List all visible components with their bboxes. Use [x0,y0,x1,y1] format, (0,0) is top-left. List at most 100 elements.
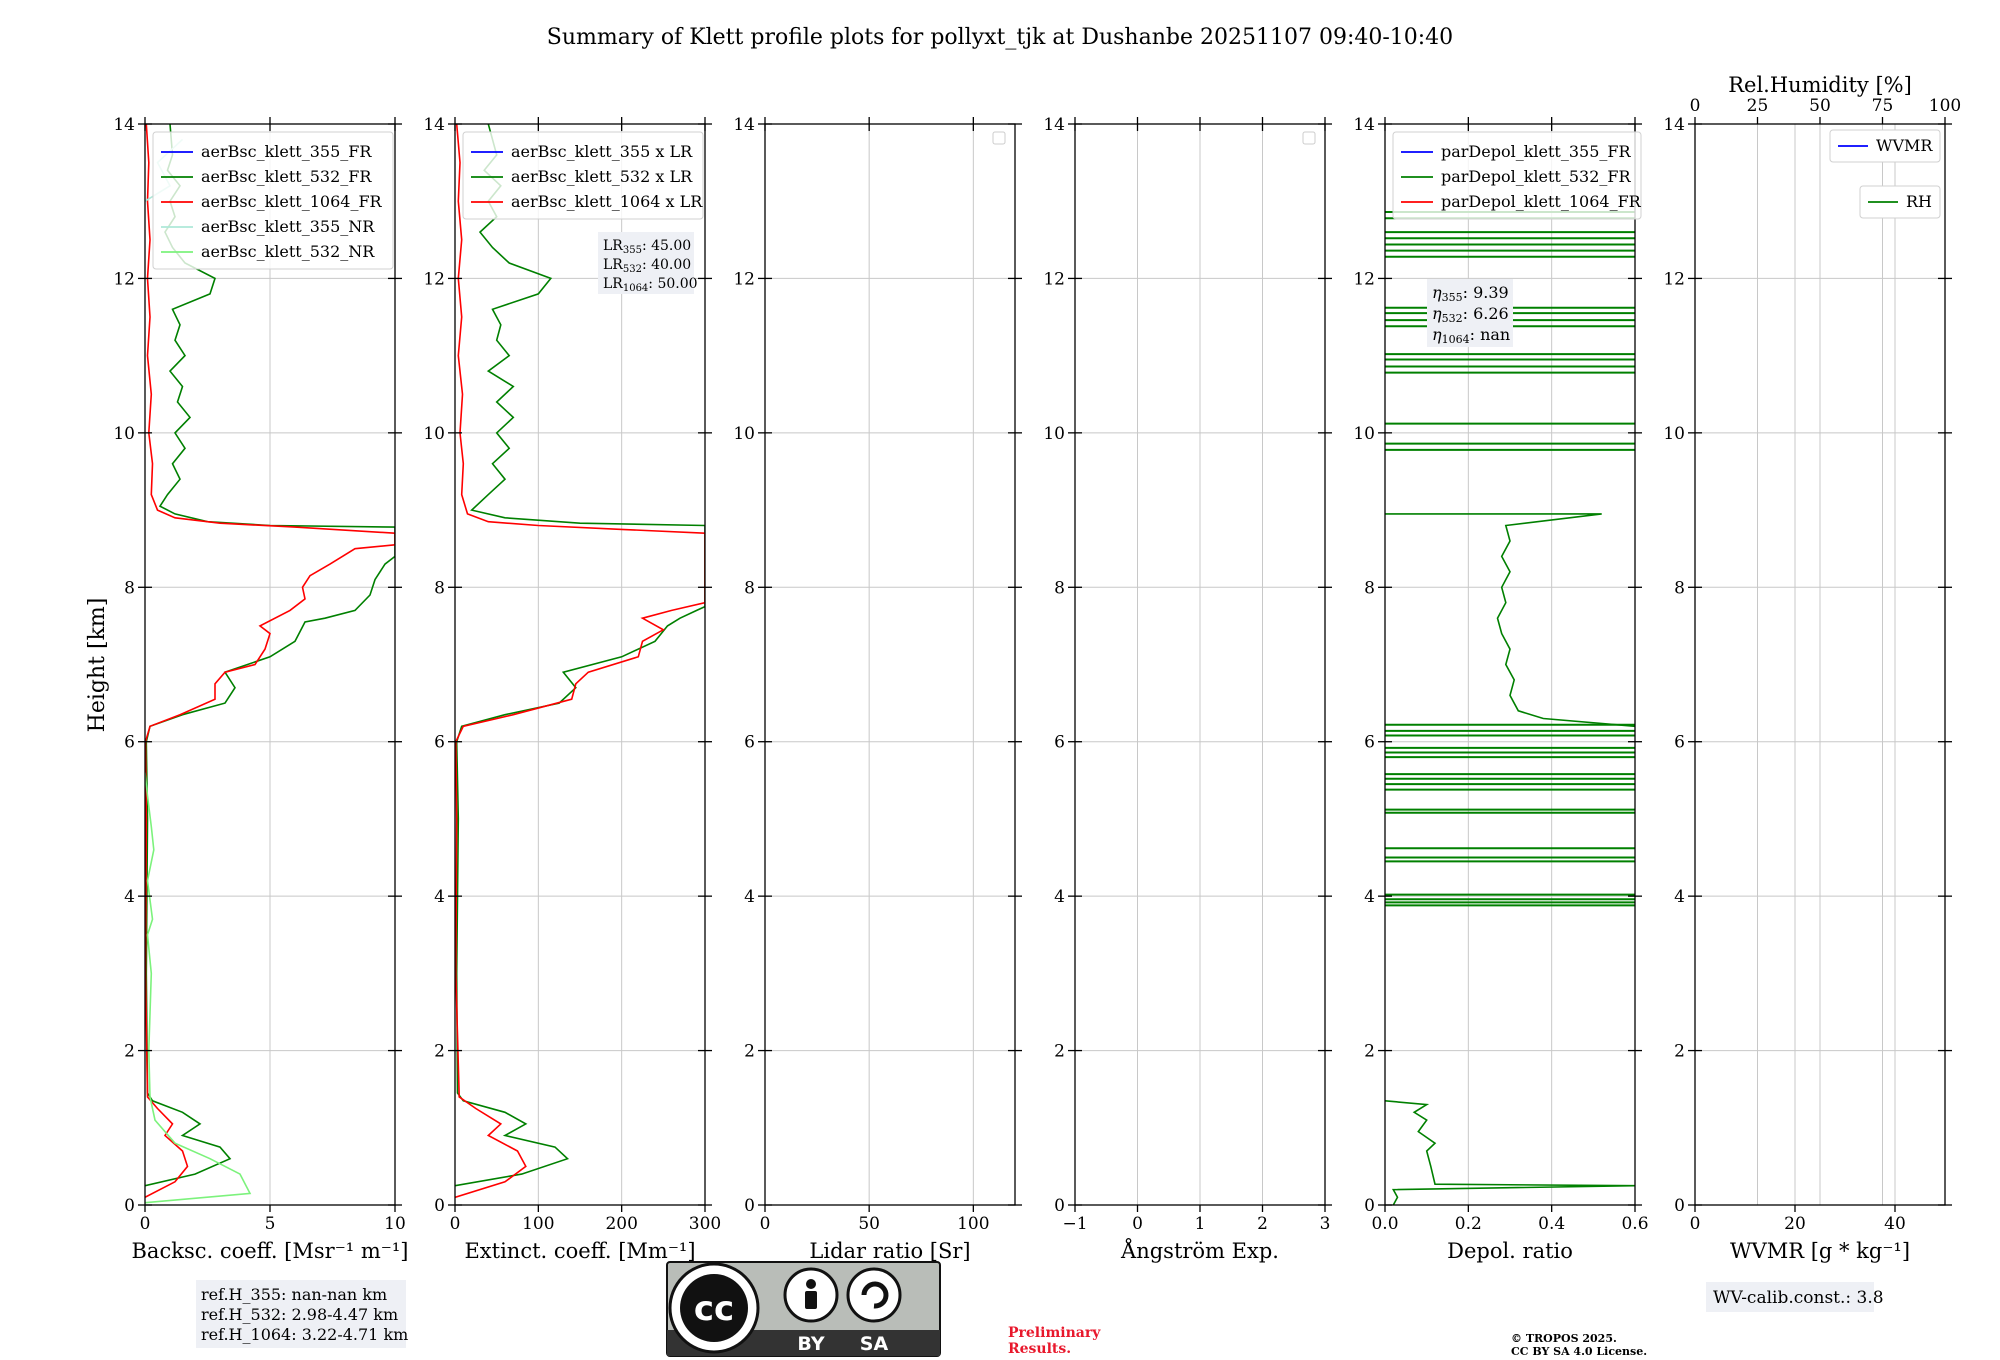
x-tick-label: 0.0 [1371,1214,1398,1234]
y-tick-label: 10 [423,424,445,444]
x-tick-label: 40 [1884,1214,1906,1234]
depolarization-panel: 0 2 4 6 8 10 12 14 0.0 0.2 0.4 0.6 Depol. ratio parDe… [1353,115,1648,1263]
series-line-pardepol-klett-532-fr [1385,1100,1635,1205]
y-tick-label: 12 [423,269,445,289]
y-tick-label: 4 [1054,887,1065,907]
sa-share-icon [846,1267,902,1323]
eta-box [1427,279,1513,347]
y-tick-label: 10 [733,424,755,444]
x-tick-label: 200 [605,1214,637,1234]
cc-badge-label: cc [694,1289,734,1329]
y-tick-label: 12 [1353,269,1375,289]
x-axis-label: Backsc. coeff. [Msr⁻¹ m⁻¹] [132,1239,409,1263]
y-tick-label: 8 [1674,578,1685,598]
legend-label: aerBsc_klett_1064_FR [201,192,383,211]
x-tick-label: 0 [1690,1214,1701,1234]
x-axis-label: Extinct. coeff. [Mm⁻¹] [464,1239,695,1263]
by-person-body-icon [805,1291,817,1309]
ref-h-532: ref.H_532: 2.98-4.47 km [201,1305,398,1324]
sa-label: SA [860,1333,889,1355]
y-tick-label: 10 [1043,424,1065,444]
series-line-pardepol-klett-532-fr-6-9-km- [1385,513,1635,728]
y-tick-label: 8 [744,578,755,598]
y-tick-label: 4 [1674,887,1685,907]
ref-h-355: ref.H_355: nan-nan km [201,1285,387,1304]
top-x-tick-label: 50 [1809,96,1831,116]
legend-label: parDepol_klett_1064_FR [1441,192,1642,211]
sa-arrow-icon [861,1281,889,1309]
figure-title: Summary of Klett profile plots for polly… [547,25,1453,50]
y-tick-label: 0 [434,1196,445,1216]
y-tick-label: 4 [124,887,135,907]
copyright-line-2: CC BY SA 4.0 License. [1511,1345,1647,1358]
x-tick-label: 1 [1195,1214,1206,1234]
legend-label: aerBsc_klett_532_NR [201,242,375,261]
y-tick-label: 2 [434,1042,445,1062]
x-tick-label: 0.4 [1538,1214,1565,1234]
lidar-ratio-value: LR1064: 50.00 [603,276,698,294]
y-tick-label: 4 [434,887,445,907]
y-tick-label: 10 [113,424,135,444]
by-label: BY [797,1333,824,1355]
by-person-head-icon [806,1279,816,1289]
y-tick-label: 12 [113,269,135,289]
legend-box [1829,129,1941,163]
legend-label: aerBsc_klett_1064 x LR [511,192,703,211]
y-tick-label: 0 [1674,1196,1685,1216]
y-tick-label: 4 [744,887,755,907]
x-axis-label: Depol. ratio [1447,1239,1573,1263]
y-tick-label: 8 [1364,578,1375,598]
empty-legend-box [992,131,1006,145]
y-tick-label: 6 [434,733,445,753]
wv-calib-text: WV-calib.const.: 3.8 [1713,1288,1884,1308]
x-tick-label: 10 [384,1214,406,1234]
eta-value: η1064: nan [1432,325,1510,346]
x-tick-label: 100 [957,1214,989,1234]
x-tick-label: 3 [1320,1214,1331,1234]
y-tick-label: 12 [1043,269,1065,289]
top-x-tick-label: 0 [1690,96,1701,116]
x-tick-label: 50 [858,1214,880,1234]
legend-label: WVMR [1876,136,1933,155]
ref-h-1064: ref.H_1064: 3.22-4.71 km [201,1325,408,1344]
series-line-aerbsc-klett-1064-x-lr [455,124,705,1199]
series-line-aerbsc-klett-532-nr [145,772,252,1204]
x-axis-label: Lidar ratio [Sr] [809,1239,970,1263]
lidar-ratio-value: LR355: 45.00 [603,238,691,256]
legend-label: aerBsc_klett_532 x LR [511,167,693,186]
wv-calib-bg [1706,1282,1874,1312]
series-line-aerbsc-klett-1064-fr [145,124,395,1199]
x-tick-label: 5 [265,1214,276,1234]
lidar-ratio-value: LR532: 40.00 [603,257,691,275]
y-tick-label: 6 [1054,733,1065,753]
backscatter-panel: 0 2 4 6 8 10 12 14 0 5 10 Backsc. coeff. [Msr⁻¹ m⁻¹… [113,115,408,1263]
y-tick-label: 2 [744,1042,755,1062]
cc-inner-icon [680,1274,748,1342]
y-tick-label: 6 [124,733,135,753]
top-x-tick-label: 75 [1872,96,1894,116]
x-axis-label: WVMR [g * kg⁻¹] [1730,1239,1910,1263]
x-tick-label: 0 [140,1214,151,1234]
x-tick-label: 0.2 [1455,1214,1482,1234]
axes-frame [454,123,706,1206]
y-tick-label: 14 [113,115,135,135]
axes-frame [1384,123,1636,1206]
y-tick-label: 10 [1663,424,1685,444]
ref-height-box-bg [196,1280,406,1348]
top-x-tick-label: 25 [1747,96,1769,116]
ref-height-box: ref.H_355: nan-nan km ref.H_532: 2.98-4.… [196,1280,408,1348]
x-tick-label: 0 [450,1214,461,1234]
legend-box [1392,131,1642,220]
x-tick-label: 0 [1132,1214,1143,1234]
y-tick-label: 2 [124,1042,135,1062]
y-tick-label: 6 [744,733,755,753]
y-tick-label: 8 [434,578,445,598]
x-tick-label: 2 [1257,1214,1268,1234]
y-tick-label: 8 [1054,578,1065,598]
y-tick-label: 14 [1043,115,1065,135]
extinction-panel: 0 2 4 6 8 10 12 14 0 100 200 300 Extinct. coeff. [Mm… [423,115,721,1263]
lidar-ratio-panel: 0 2 4 6 8 10 12 14 0 50 100 Lidar ratio [Sr] [733,115,1022,1263]
